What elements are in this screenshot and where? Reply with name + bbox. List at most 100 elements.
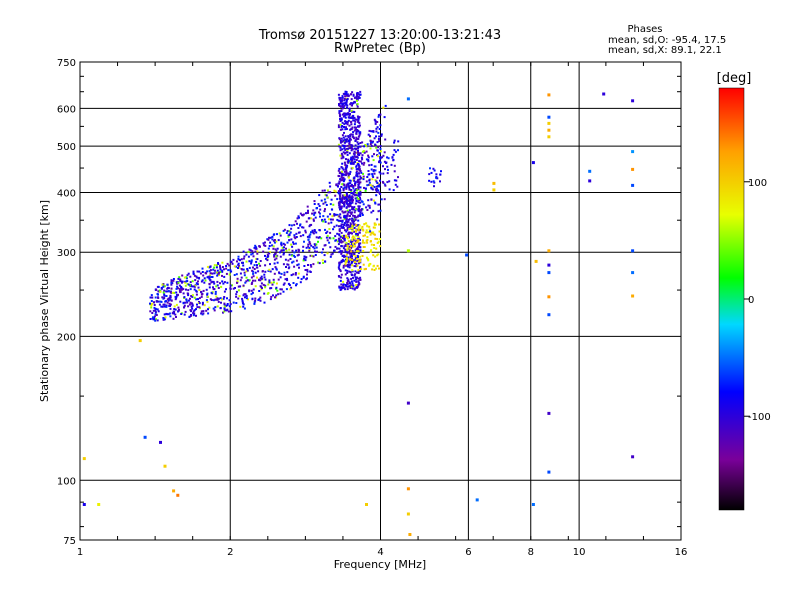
echo-point: [344, 145, 347, 148]
echo-point: [261, 270, 264, 273]
echo-point: [357, 115, 360, 118]
echo-point: [341, 210, 344, 213]
echo-point: [359, 215, 362, 217]
echo-point: [356, 105, 359, 108]
echo-point: [265, 257, 267, 260]
echo-point: [319, 215, 321, 218]
echo-point: [167, 290, 170, 293]
echo-point: [386, 165, 389, 168]
echo-point: [312, 219, 315, 222]
echo-point: [163, 293, 166, 296]
echo-point: [350, 280, 353, 283]
echo-point: [341, 219, 344, 222]
echo-point: [197, 298, 199, 301]
echo-point: [270, 287, 273, 290]
echo-point: [177, 277, 180, 280]
echo-point: [324, 260, 327, 263]
echo-point: [345, 214, 348, 217]
echo-point: [191, 304, 194, 307]
echo-point: [243, 307, 246, 310]
echo-point: [358, 231, 361, 234]
echo-point: [350, 144, 353, 147]
echo-point: [318, 211, 320, 214]
echo-point: [275, 268, 278, 271]
echo-point: [223, 275, 226, 278]
echo-point: [331, 218, 334, 221]
echo-point: [349, 103, 352, 106]
echo-point: [225, 265, 228, 267]
echo-point: [342, 254, 345, 257]
echo-point: [534, 259, 538, 263]
echo-point: [227, 310, 230, 313]
echo-point: [328, 218, 330, 221]
echo-point: [271, 244, 274, 247]
echo-point: [365, 206, 368, 209]
echo-point: [241, 297, 244, 300]
echo-point: [340, 152, 343, 155]
echo-point: [347, 158, 350, 161]
echo-point: [217, 300, 220, 303]
echo-point: [433, 169, 436, 172]
echo-point: [354, 276, 357, 279]
echo-point: [492, 188, 496, 192]
echo-point: [277, 278, 280, 281]
echo-point: [237, 265, 240, 267]
echo-point: [376, 149, 379, 152]
echo-point: [295, 249, 298, 252]
echo-point: [397, 176, 399, 179]
echo-point: [172, 489, 176, 493]
echo-point: [367, 183, 370, 186]
echo-point: [356, 155, 359, 158]
echo-point: [198, 297, 201, 300]
echo-point: [213, 272, 216, 275]
echo-point: [342, 189, 345, 192]
echo-point: [295, 236, 298, 238]
echo-point: [338, 203, 341, 206]
echo-point: [252, 266, 254, 269]
echo-point: [296, 222, 298, 225]
echo-point: [358, 207, 360, 210]
echo-point: [338, 191, 341, 194]
echo-point: [163, 294, 166, 297]
echo-point: [349, 258, 352, 261]
echo-point: [344, 243, 347, 246]
echo-point: [357, 250, 360, 253]
echo-point: [206, 276, 209, 279]
echo-point: [217, 287, 220, 289]
echo-point: [393, 164, 396, 167]
echo-point: [360, 171, 363, 174]
echo-point: [348, 172, 351, 175]
echo-point: [308, 234, 311, 237]
echo-point: [631, 183, 635, 187]
echo-point: [355, 148, 357, 151]
echo-point: [368, 204, 371, 207]
echo-point: [298, 216, 300, 219]
echo-point: [349, 113, 351, 115]
echo-point: [288, 224, 291, 227]
echo-point: [160, 287, 163, 290]
echo-point: [195, 298, 198, 301]
echo-point: [329, 246, 332, 249]
echo-point: [282, 263, 285, 266]
echo-point: [375, 127, 378, 130]
echo-point: [286, 277, 288, 280]
echo-point: [346, 194, 348, 197]
echo-point: [263, 292, 266, 295]
echo-point: [258, 290, 261, 292]
echo-point: [221, 298, 223, 301]
echo-point: [219, 297, 222, 300]
echo-point: [365, 150, 368, 153]
echo-point: [273, 262, 276, 265]
echo-point: [350, 183, 353, 186]
echo-point: [300, 278, 303, 281]
echo-point: [292, 282, 295, 284]
echo-point: [209, 274, 211, 277]
echo-point: [225, 304, 228, 307]
echo-point: [631, 167, 635, 171]
echo-point: [377, 210, 380, 213]
echo-point: [340, 239, 343, 242]
echo-point: [223, 290, 226, 293]
echo-point: [207, 308, 209, 311]
echo-point: [382, 106, 385, 109]
echo-point: [276, 261, 279, 264]
